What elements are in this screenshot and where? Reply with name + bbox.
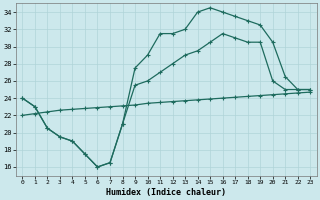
X-axis label: Humidex (Indice chaleur): Humidex (Indice chaleur) <box>106 188 226 197</box>
